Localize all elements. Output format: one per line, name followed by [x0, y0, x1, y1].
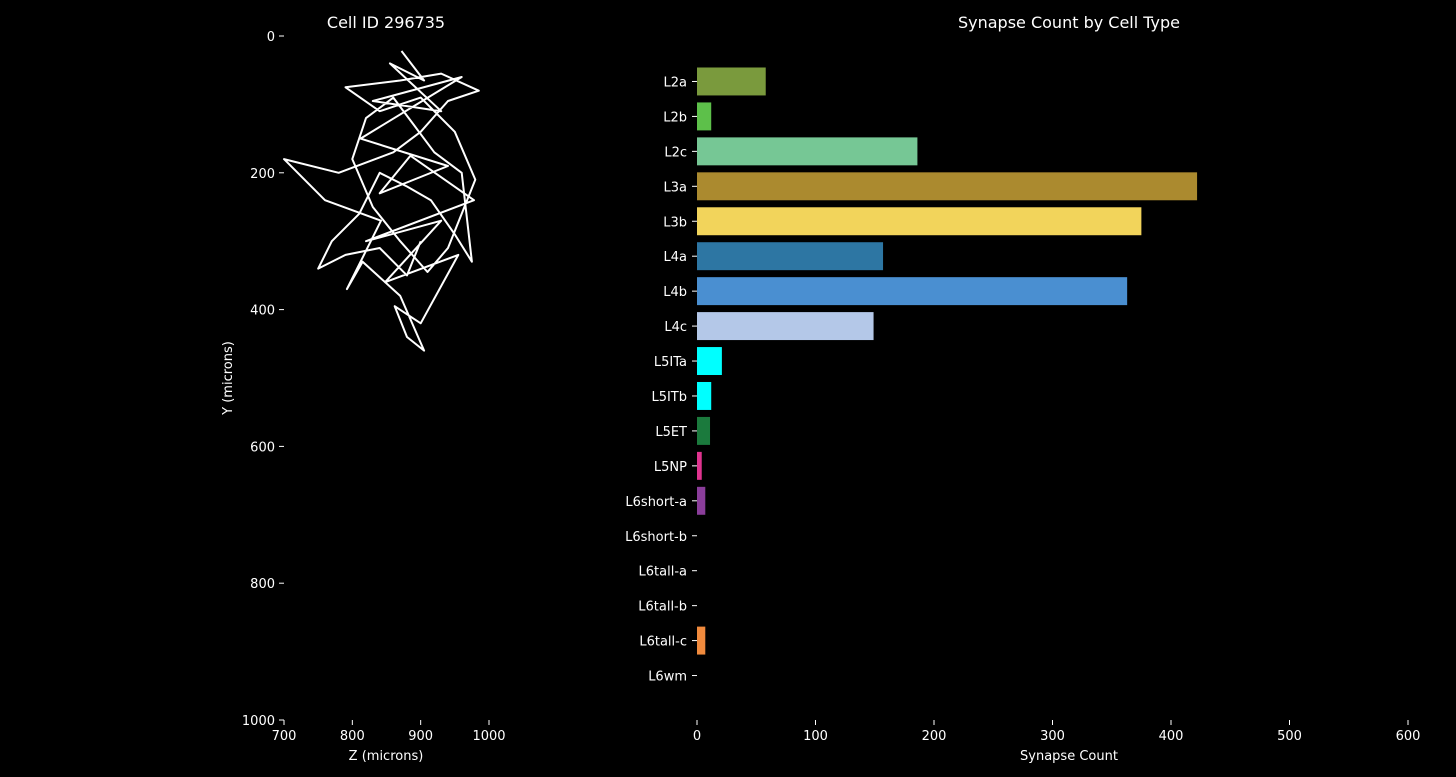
category-labels: L2a L2b L2c L3a L3b L4a L4b L4c L5ITa L5ITb L5ET L5…: [625, 75, 697, 685]
category-label: L6wm: [648, 670, 687, 685]
morphology-y-axis-label: Y (microns): [221, 341, 236, 416]
bar-l2a: [697, 67, 766, 96]
category-label: L6tall-a: [639, 565, 687, 580]
bar-l2c: [697, 137, 918, 166]
bar-l5ita: [697, 347, 722, 376]
bar-l4b: [697, 277, 1128, 306]
y-tick-label: 0: [267, 30, 275, 45]
bar-x-ticks: 0 100 200 300 400 500 600: [693, 720, 1421, 744]
category-label: L4c: [664, 320, 687, 335]
bar-l3a: [697, 172, 1198, 201]
morphology-trace: [283, 50, 480, 352]
category-label: L4b: [663, 285, 687, 300]
y-tick-label: 800: [250, 577, 275, 592]
category-label: L5ITa: [654, 355, 687, 370]
category-label: L4a: [664, 250, 687, 265]
x-tick-label: 0: [693, 729, 701, 744]
category-label: L6short-b: [625, 530, 687, 545]
x-tick-label: 400: [1159, 729, 1184, 744]
y-tick-label: 400: [250, 304, 275, 319]
bar-l5et: [697, 416, 711, 445]
morphology-x-axis-label: Z (microns): [349, 749, 424, 764]
bar-series: [697, 67, 1198, 655]
y-tick-label: 1000: [242, 714, 275, 729]
morphology-x-ticks: 700 800 900 1000: [272, 720, 506, 744]
x-tick-label: 900: [408, 729, 433, 744]
bar-l4c: [697, 312, 874, 341]
bar-l5itb: [697, 381, 712, 410]
category-label: L6tall-b: [638, 600, 687, 615]
category-label: L6short-a: [625, 495, 687, 510]
synapse-bar-chart: Synapse Count by Cell Type L2aL2bL2cL3aL…: [625, 13, 1420, 764]
category-label: L2a: [664, 75, 687, 90]
x-tick-label: 500: [1277, 729, 1302, 744]
morphology-y-ticks: 0 200 400 600 800 1000: [242, 30, 284, 729]
bar-x-axis-label: Synapse Count: [1020, 749, 1118, 764]
category-label: L5ITb: [651, 390, 687, 405]
x-tick-label: 700: [272, 729, 297, 744]
y-tick-label: 200: [250, 167, 275, 182]
x-tick-label: 100: [803, 729, 828, 744]
morphology-title: Cell ID 296735: [327, 13, 445, 32]
category-label: L5NP: [654, 460, 687, 475]
x-tick-label: 200: [922, 729, 947, 744]
morphology-series-line: [283, 50, 480, 352]
category-label: L6tall-c: [639, 635, 687, 650]
bar-l3b: [697, 207, 1142, 236]
category-label: L2b: [663, 110, 687, 125]
category-label: L2c: [664, 145, 687, 160]
x-tick-label: 300: [1040, 729, 1065, 744]
x-tick-label: 1000: [472, 729, 505, 744]
bar-l6short-a: [697, 486, 706, 515]
morphology-plot: Cell ID 296735 0 200 400 600 800 1000 700 800 9…: [221, 13, 506, 764]
y-tick-label: 600: [250, 440, 275, 455]
category-label: L3a: [664, 180, 687, 195]
bar-l5np: [697, 451, 702, 480]
bar-l2b: [697, 102, 712, 131]
bar-chart-title: Synapse Count by Cell Type: [958, 13, 1180, 32]
category-label: L5ET: [655, 425, 687, 440]
bar-l6tall-c: [697, 626, 706, 655]
x-tick-label: 600: [1396, 729, 1421, 744]
x-tick-label: 800: [340, 729, 365, 744]
category-label: L3b: [663, 215, 687, 230]
bar-l4a: [697, 242, 884, 271]
